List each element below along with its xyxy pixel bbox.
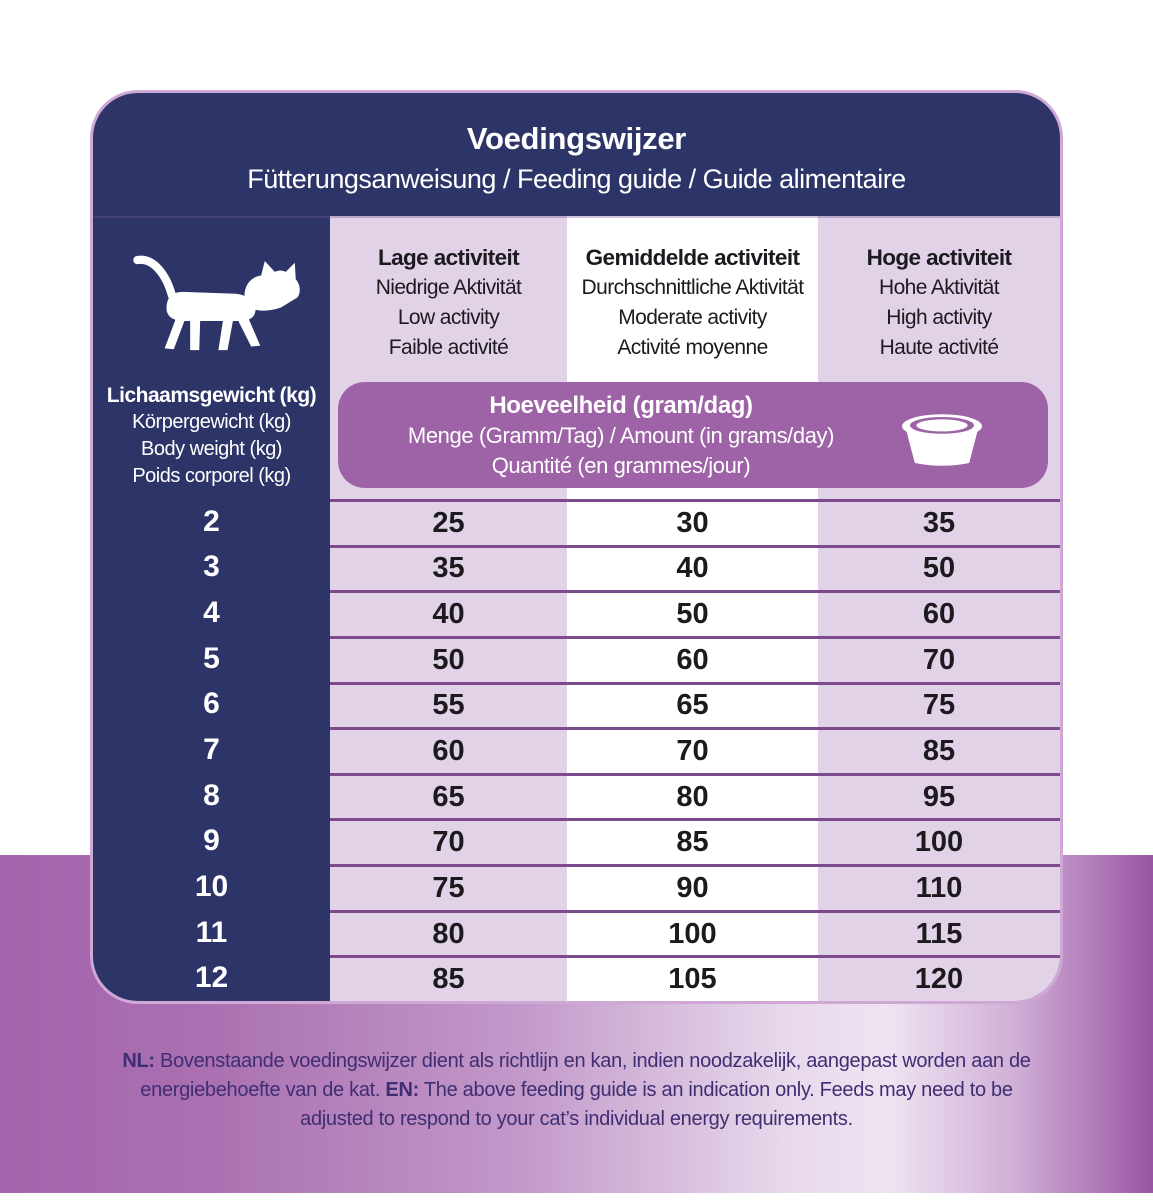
- footer-en-text: The above feeding guide is an indication…: [300, 1079, 1013, 1130]
- table-row: 25 30 35: [330, 499, 1060, 545]
- activity-header-band: Lage activiteit Niedrige Aktivität Low act…: [330, 216, 1060, 378]
- activity-header-line: Hohe Aktivität: [879, 276, 1000, 299]
- weight-values: 2 3 4 5 6 7 8 9 10 11 12: [93, 499, 330, 1001]
- footer-nl-label: NL:: [122, 1050, 155, 1072]
- weight-label-line: Poids corporel (kg): [132, 465, 291, 487]
- weight-labels: Lichaamsgewicht (kg) Körpergewicht (kg) Bo…: [93, 382, 330, 490]
- table-row: 85 105 120: [330, 955, 1060, 1001]
- amount-cell: 100: [668, 917, 717, 950]
- column-stripes: [330, 216, 1060, 1001]
- feeding-guide-card: Voedingswijzer Fütterungsanweisung / Fee…: [90, 90, 1063, 1004]
- activity-column-header: Gemiddelde activiteit Durchschnittliche A…: [567, 216, 818, 378]
- activity-column-header: Hoge activiteit Hohe Aktivität High activi…: [818, 216, 1060, 378]
- amount-cell: 105: [668, 963, 717, 996]
- activity-header-line: Lage activiteit: [377, 245, 520, 270]
- amount-cell: 85: [432, 963, 465, 996]
- card-body: Lichaamsgewicht (kg) Körpergewicht (kg) Bo…: [93, 216, 1060, 1001]
- banner-line: Hoeveelheid (gram/dag): [489, 392, 753, 419]
- weight-cell: 3: [203, 550, 220, 584]
- amount-cell: 70: [432, 826, 465, 859]
- amount-cell: 80: [432, 917, 465, 950]
- footer-nl-text: Bovenstaande voedingswijzer dient als ri…: [140, 1050, 1031, 1101]
- amount-cell: 55: [432, 689, 465, 722]
- weight-cell: 11: [195, 915, 228, 949]
- cat-icon: [121, 236, 303, 366]
- weight-label-line: Lichaamsgewicht (kg): [106, 384, 317, 407]
- activity-header-line: Niedrige Aktivität: [375, 276, 522, 299]
- footer-en-label: EN:: [385, 1079, 419, 1101]
- table-row: 80 100 115: [330, 909, 1060, 956]
- amount-cell: 60: [676, 643, 709, 676]
- activity-header-line: Activité moyenne: [617, 336, 768, 359]
- amount-cell: 35: [432, 552, 465, 585]
- weight-cell: 9: [203, 824, 220, 858]
- table-rows: 25 30 35 35 40 50 40 50 60 50 60 70 55 65 75 60 70 85 65 80…: [330, 499, 1060, 1001]
- table-row: 60 70 85: [330, 727, 1060, 773]
- amount-cell: 65: [676, 689, 709, 722]
- amount-cell: 100: [914, 826, 964, 859]
- amount-cell: 30: [676, 506, 709, 539]
- amount-cell: 35: [922, 506, 956, 539]
- weight-label-line: Body weight (kg): [141, 438, 282, 460]
- card-header: Voedingswijzer Fütterungsanweisung / Fee…: [93, 93, 1060, 216]
- table-row: 40 50 60: [330, 590, 1060, 636]
- amount-cell: 75: [922, 689, 956, 722]
- table-row: 55 65 75: [330, 681, 1060, 728]
- bowl-icon: [890, 398, 994, 472]
- amount-cell: 60: [432, 734, 465, 767]
- activity-header-line: Low activity: [397, 306, 500, 329]
- amount-cell: 80: [676, 780, 709, 813]
- table-row: 50 60 70: [330, 635, 1060, 682]
- table-row: 65 80 95: [330, 772, 1060, 819]
- table-row: 35 40 50: [330, 544, 1060, 591]
- activity-header-line: Moderate activity: [618, 306, 767, 329]
- activity-header-line: High activity: [886, 306, 992, 329]
- weight-cell: 10: [194, 869, 229, 903]
- amount-cell: 50: [676, 598, 709, 631]
- amount-cell: 95: [922, 780, 956, 813]
- amount-cell: 65: [432, 780, 465, 813]
- weight-cell: 6: [203, 687, 220, 721]
- amount-cell: 120: [914, 963, 964, 996]
- activity-header-line: Gemiddelde activiteit: [585, 245, 800, 270]
- amount-banner: Hoeveelheid (gram/dag) Menge (Gramm/Tag) …: [338, 382, 1048, 488]
- weight-cell: 2: [203, 504, 220, 538]
- amount-cell: 50: [432, 643, 465, 676]
- amount-cell: 115: [915, 917, 963, 950]
- weight-cell: 4: [203, 596, 220, 630]
- banner-text: Hoeveelheid (gram/dag) Menge (Gramm/Tag) …: [362, 391, 880, 481]
- activity-header-line: Haute activité: [879, 336, 999, 359]
- activity-header-line: Hoge activiteit: [866, 245, 1012, 270]
- amount-cell: 50: [922, 552, 956, 585]
- table-row: 75 90 110: [330, 864, 1060, 910]
- amount-cell: 25: [432, 506, 465, 539]
- amount-cell: 70: [676, 734, 709, 767]
- amount-cell: 70: [922, 643, 956, 676]
- banner-line: Quantité (en grammes/jour): [491, 453, 751, 478]
- amount-cell: 90: [676, 871, 709, 904]
- activity-header-line: Durchschnittliche Aktivität: [581, 276, 805, 299]
- activity-column-header: Lage activiteit Niedrige Aktivität Low act…: [330, 216, 567, 378]
- amount-cell: 40: [676, 552, 709, 585]
- weight-label-line: Körpergewicht (kg): [132, 411, 291, 433]
- banner-line: Menge (Gramm/Tag) / Amount (in grams/day…: [407, 423, 835, 448]
- amount-cell: 85: [676, 826, 709, 859]
- weight-cell: 12: [194, 961, 229, 995]
- weight-cell: 5: [203, 641, 220, 675]
- page-title: Voedingswijzer: [466, 120, 687, 156]
- amount-cell: 75: [432, 871, 465, 904]
- weight-cell: 8: [203, 778, 220, 812]
- amount-cell: 60: [922, 598, 956, 631]
- amount-cell: 110: [915, 871, 963, 904]
- amount-cell: 85: [922, 734, 956, 767]
- weight-cell: 7: [203, 732, 220, 766]
- table-row: 70 85 100: [330, 818, 1060, 864]
- weight-column: Lichaamsgewicht (kg) Körpergewicht (kg) Bo…: [93, 216, 330, 1001]
- activity-header-line: Faible activité: [388, 336, 509, 359]
- header-divider: [93, 216, 1060, 218]
- amount-cell: 40: [432, 598, 465, 631]
- page-subtitle: Fütterungsanweisung / Feeding guide / Gu…: [247, 163, 906, 194]
- footer-note: NL: Bovenstaande voedingswijzer dient al…: [121, 1047, 1033, 1134]
